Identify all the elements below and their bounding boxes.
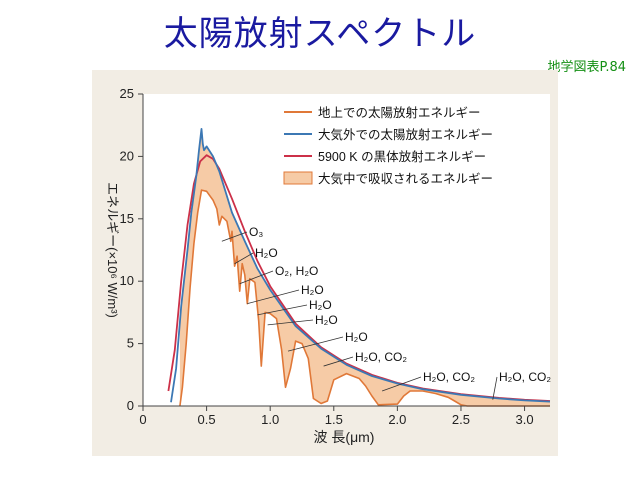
annotation-leader [221,231,248,242]
y-tick-label: 25 [120,86,134,101]
series-line-outer [170,128,551,403]
x-tick-label: 3.0 [516,412,534,427]
annotation-leader [267,319,314,326]
annotation-leader [234,252,254,265]
legend-label: 大気中で吸収されるエネルギー [318,171,493,186]
x-tick-label: 2.5 [452,412,470,427]
annotation-leader [257,304,308,316]
y-tick-label: 10 [120,273,134,288]
annotation-leader [239,270,274,285]
absorption-band-label: H₂O, CO₂ [499,370,551,384]
spectrum-chart: 0 0.5 1.0 1.5 2.0 2.5 3.0 0 5 10 15 20 25 O₃ H₂O O₂, H… [92,70,558,456]
series-layer [167,128,551,407]
series-line-ground [179,189,550,407]
annotation-leader [287,336,344,352]
x-tick-label: 0.5 [198,412,216,427]
absorption-band-label: H₂O, CO₂ [423,370,475,384]
absorption-band-label: O₂, H₂O [275,264,318,278]
x-tick-label: 1.5 [325,412,343,427]
slide-title: 太陽放射スペクトル [163,14,477,54]
annotation-leader [381,376,422,392]
annotation-leader [247,289,300,305]
annotation-leader [323,356,354,367]
x-tick-label: 2.0 [388,412,406,427]
plot-area [143,94,550,406]
y-axis-label: エネルギー(×10⁶ W/m³) [105,182,120,318]
absorption-band-label: H₂O [309,298,332,312]
axis-layer: 0 0.5 1.0 1.5 2.0 2.5 3.0 0 5 10 15 20 25 [120,86,550,427]
x-axis-label: 波 長(μm) [314,429,375,445]
y-tick-label: 5 [127,336,134,351]
absorption-band-label: H₂O, CO₂ [355,350,407,364]
absorption-band-label: H₂O [255,246,278,260]
absorption-band-label: H₂O [315,313,338,327]
y-tick-label: 20 [120,148,134,163]
annotation-leader [492,376,498,400]
absorption-band-label: O₃ [249,225,263,239]
legend-label: 地上での太陽放射エネルギー [318,105,481,120]
absorption-band-label: H₂O [345,330,368,344]
y-tick-label: 0 [127,398,134,413]
legend-swatch [283,171,313,185]
legend-label: 大気外での太陽放射エネルギー [318,127,493,142]
y-tick-label: 15 [120,211,134,226]
x-tick-label: 1.0 [261,412,279,427]
legend-label: 5900 K の黒体放射エネルギー [318,149,486,164]
absorption-band-label: H₂O [301,283,324,297]
x-tick-label: 0 [139,412,146,427]
absorbed-energy-area [179,128,550,406]
source-reference: 地学図表P.84 [547,60,627,75]
